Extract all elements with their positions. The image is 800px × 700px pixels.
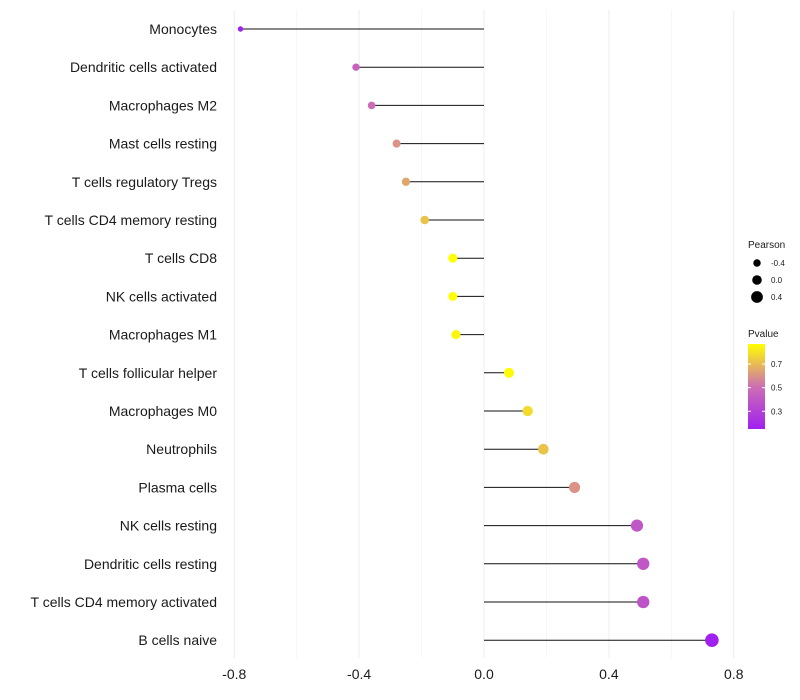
x-tick-label: -0.8 <box>222 666 246 682</box>
lollipop-point <box>630 519 644 532</box>
category-label: Plasma cells <box>138 479 217 495</box>
lollipop-point <box>367 101 376 110</box>
lollipop-point <box>401 177 411 186</box>
lollipop-point <box>352 63 360 71</box>
x-tick-label: -0.4 <box>347 666 371 682</box>
lollipop-point <box>448 291 458 301</box>
category-label: Macrophages M0 <box>109 403 217 419</box>
size-legend-label: 0.0 <box>771 276 783 285</box>
x-axis-tick-labels: -0.8 -0.4 0.0 0.4 0.8 <box>222 666 744 682</box>
color-legend-label: 0.5 <box>771 384 783 393</box>
category-label: Dendritic cells resting <box>84 556 217 572</box>
lollipop-point <box>420 215 429 225</box>
category-label: Macrophages M2 <box>109 97 217 113</box>
lollipop-point <box>637 595 650 609</box>
category-label: T cells CD4 memory resting <box>45 212 217 228</box>
lollipop-point <box>503 367 514 378</box>
size-legend-dot <box>751 291 763 303</box>
category-label: NK cells activated <box>106 288 217 304</box>
category-label: Monocytes <box>149 21 217 37</box>
x-tick-label: 0.8 <box>724 666 744 682</box>
color-legend: Pvalue 0.7 0.5 0.3 <box>748 329 783 429</box>
color-legend-label: 0.3 <box>771 407 783 416</box>
lollipop-point <box>392 139 401 148</box>
category-label: Macrophages M1 <box>109 327 217 343</box>
category-labels: Monocytes Dendritic cells activated Macrop… <box>31 21 218 648</box>
lollipop-point <box>237 26 244 32</box>
category-label: Dendritic cells activated <box>70 59 217 75</box>
category-label: T cells regulatory Tregs <box>72 174 217 190</box>
category-label: B cells naive <box>138 632 217 648</box>
x-tick-label: 0.0 <box>474 666 494 682</box>
size-legend: Pearson -0.4 0.0 0.4 <box>748 240 785 303</box>
category-label: Neutrophils <box>146 441 217 457</box>
lollipop-point <box>448 253 458 263</box>
lollipop-point <box>705 633 719 647</box>
category-label: Mast cells resting <box>109 136 217 152</box>
lollipop-points <box>237 26 719 647</box>
size-legend-dot <box>753 259 761 267</box>
x-tick-label: 0.4 <box>599 666 619 682</box>
lollipop-point <box>568 481 581 493</box>
category-label: T cells follicular helper <box>79 365 218 381</box>
color-legend-label: 0.7 <box>771 360 783 369</box>
category-label: T cells CD4 memory activated <box>31 594 217 610</box>
color-legend-title: Pvalue <box>748 329 779 340</box>
lollipop-stems <box>240 28 712 641</box>
grid-lines <box>233 10 735 658</box>
lollipop-point <box>538 443 549 455</box>
category-label: NK cells resting <box>120 518 217 534</box>
lollipop-point <box>451 330 461 340</box>
size-legend-label: 0.4 <box>771 293 783 302</box>
category-label: T cells CD8 <box>145 250 217 266</box>
size-legend-title: Pearson <box>748 240 785 251</box>
size-legend-label: -0.4 <box>771 259 785 268</box>
color-legend-bar <box>748 344 765 429</box>
lollipop-point <box>522 405 533 417</box>
size-legend-dot <box>752 275 762 285</box>
lollipop-point <box>637 557 650 570</box>
